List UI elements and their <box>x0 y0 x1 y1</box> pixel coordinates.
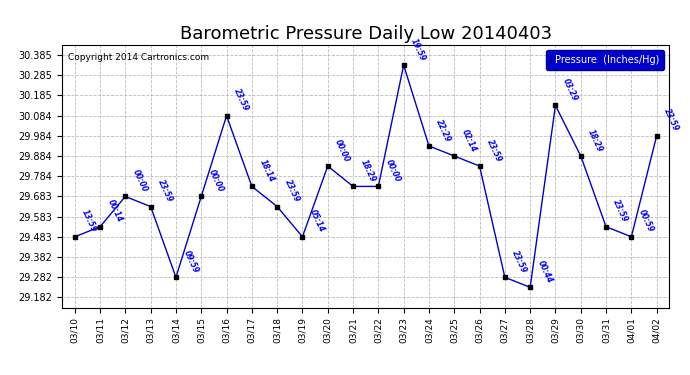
Text: 23:59: 23:59 <box>662 108 680 133</box>
Text: 00:44: 00:44 <box>535 259 554 285</box>
Text: 23:59: 23:59 <box>611 198 630 224</box>
Text: 23:59: 23:59 <box>156 178 175 204</box>
Text: 18:29: 18:29 <box>586 128 604 153</box>
Text: 02:14: 02:14 <box>460 128 478 153</box>
Text: 00:14: 00:14 <box>106 198 124 224</box>
Text: 00:00: 00:00 <box>207 168 225 194</box>
Text: 18:29: 18:29 <box>359 158 377 184</box>
Text: 23:59: 23:59 <box>283 178 301 204</box>
Text: 23:59: 23:59 <box>485 138 504 163</box>
Text: 22:29: 22:29 <box>435 118 453 143</box>
Text: 18:14: 18:14 <box>257 158 276 184</box>
Text: 23:59: 23:59 <box>232 87 250 113</box>
Text: 05:14: 05:14 <box>308 209 326 234</box>
Text: 00:00: 00:00 <box>131 168 149 194</box>
Title: Barometric Pressure Daily Low 20140403: Barometric Pressure Daily Low 20140403 <box>179 26 552 44</box>
Text: 13:59: 13:59 <box>80 209 99 234</box>
Text: 23:59: 23:59 <box>511 249 529 274</box>
Text: 09:59: 09:59 <box>181 249 200 274</box>
Text: 00:59: 00:59 <box>637 209 656 234</box>
Legend: Pressure  (Inches/Hg): Pressure (Inches/Hg) <box>546 50 664 70</box>
Text: 03:29: 03:29 <box>561 77 580 103</box>
Text: 00:00: 00:00 <box>333 138 352 163</box>
Text: 00:00: 00:00 <box>384 158 402 184</box>
Text: 19:59: 19:59 <box>409 37 428 62</box>
Text: Copyright 2014 Cartronics.com: Copyright 2014 Cartronics.com <box>68 53 209 62</box>
